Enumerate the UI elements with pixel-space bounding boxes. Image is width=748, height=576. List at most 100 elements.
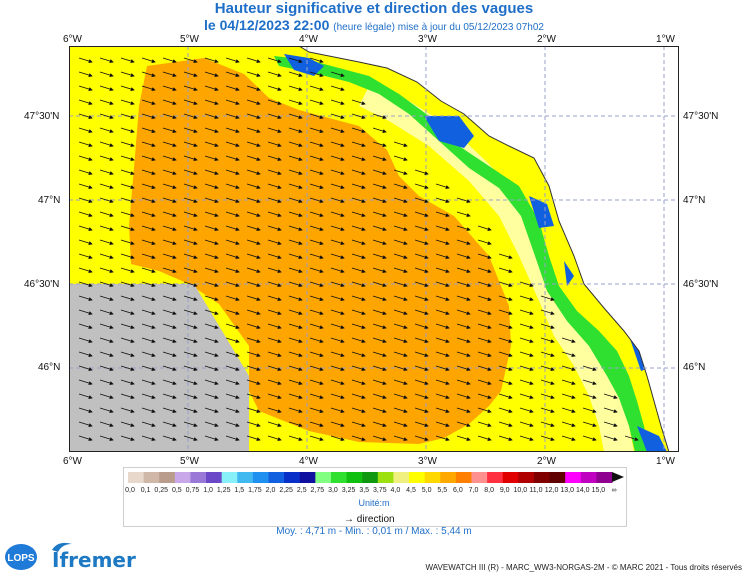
direction-arrow — [456, 239, 471, 245]
direction-arrow — [162, 267, 177, 273]
direction-arrow — [309, 267, 324, 273]
direction-arrow — [540, 393, 555, 399]
direction-arrow — [393, 267, 408, 273]
direction-arrow — [309, 421, 324, 427]
direction-arrow — [330, 323, 345, 329]
direction-arrow — [540, 309, 555, 315]
scale-tick: 5,0 — [421, 487, 432, 494]
direction-arrow — [183, 239, 198, 245]
direction-arrow — [372, 379, 387, 385]
direction-arrow — [267, 239, 282, 245]
direction-arrow — [498, 253, 513, 259]
footer-credits: WAVEWATCH III (R) - MARC_WW3-NORGAS-2M -… — [425, 563, 742, 572]
direction-arrow — [540, 365, 555, 371]
direction-arrow — [372, 267, 387, 273]
direction-arrow — [435, 183, 450, 189]
direction-arrow — [225, 323, 240, 329]
direction-arrow — [624, 435, 639, 441]
direction-arrow — [309, 295, 324, 301]
direction-arrow — [225, 141, 240, 147]
lon-label-bottom: 2°W — [537, 456, 556, 467]
direction-arrow — [99, 197, 114, 203]
direction-arrow — [141, 85, 156, 91]
direction-arrow — [435, 267, 450, 273]
direction-arrow — [120, 239, 135, 245]
scale-tick: 2,25 — [279, 487, 293, 494]
scale-end-arrow — [612, 472, 624, 482]
direction-arrow — [267, 253, 282, 259]
direction-arrow — [603, 435, 618, 441]
lon-label-bottom: 1°W — [656, 456, 675, 467]
direction-arrow — [204, 351, 219, 357]
direction-arrow — [372, 127, 387, 133]
direction-arrow — [456, 435, 471, 441]
direction-arrow — [309, 197, 324, 203]
direction-arrow — [456, 337, 471, 343]
direction-arrow — [309, 393, 324, 399]
direction-arrow — [393, 183, 408, 189]
direction-arrow — [393, 337, 408, 343]
direction-arrow — [225, 71, 240, 77]
direction-arrow — [225, 253, 240, 259]
direction-arrow — [120, 211, 135, 217]
direction-arrow — [99, 407, 114, 413]
direction-arrow — [162, 85, 177, 91]
direction-arrow — [183, 71, 198, 77]
direction-arrow — [582, 435, 597, 441]
direction-arrow — [267, 365, 282, 371]
scale-tick: 0,0 — [125, 487, 135, 494]
direction-arrow — [225, 337, 240, 343]
direction-arrow — [267, 351, 282, 357]
direction-arrow — [204, 421, 219, 427]
direction-arrow — [267, 197, 282, 203]
direction-arrow — [267, 421, 282, 427]
direction-arrow — [99, 225, 114, 231]
direction-arrow — [393, 323, 408, 329]
direction-arrow — [204, 183, 219, 189]
direction-arrow — [141, 239, 156, 245]
direction-arrow — [141, 281, 156, 287]
direction-arrow — [99, 351, 114, 357]
direction-arrow — [330, 211, 345, 217]
direction-arrow — [330, 295, 345, 301]
scale-tick: 14,0 — [575, 487, 590, 494]
direction-arrow — [393, 295, 408, 301]
direction-arrow — [288, 183, 303, 189]
direction-arrow — [540, 351, 555, 357]
direction-arrow — [141, 337, 156, 343]
direction-arrows — [78, 57, 639, 441]
wave-height-map[interactable] — [69, 46, 679, 452]
direction-arrow — [393, 309, 408, 315]
direction-arrow — [498, 337, 513, 343]
direction-arrow — [162, 379, 177, 385]
direction-arrow — [414, 267, 429, 273]
direction-arrow — [351, 337, 366, 343]
direction-arrow — [99, 99, 114, 105]
direction-arrow — [309, 379, 324, 385]
direction-arrow — [435, 323, 450, 329]
direction-arrow — [582, 393, 597, 399]
direction-arrow — [141, 197, 156, 203]
direction-arrow — [393, 365, 408, 371]
direction-arrow — [246, 141, 261, 147]
direction-arrow — [78, 281, 93, 287]
direction-arrow — [435, 239, 450, 245]
scale-tick: 2,0 — [265, 487, 276, 494]
direction-arrow — [267, 183, 282, 189]
direction-arrow — [309, 407, 324, 413]
direction-arrow — [183, 183, 198, 189]
direction-arrow — [288, 351, 303, 357]
direction-arrow — [372, 239, 387, 245]
direction-arrow — [414, 295, 429, 301]
direction-arrow — [141, 183, 156, 189]
scale-tick: 15,0 — [591, 487, 606, 494]
direction-arrow — [414, 365, 429, 371]
direction-arrow — [99, 379, 114, 385]
direction-arrow — [267, 99, 282, 105]
direction-arrow — [288, 323, 303, 329]
direction-arrow — [120, 281, 135, 287]
direction-arrow — [225, 183, 240, 189]
direction-arrow — [288, 267, 303, 273]
direction-arrow — [141, 113, 156, 119]
direction-arrow — [204, 379, 219, 385]
